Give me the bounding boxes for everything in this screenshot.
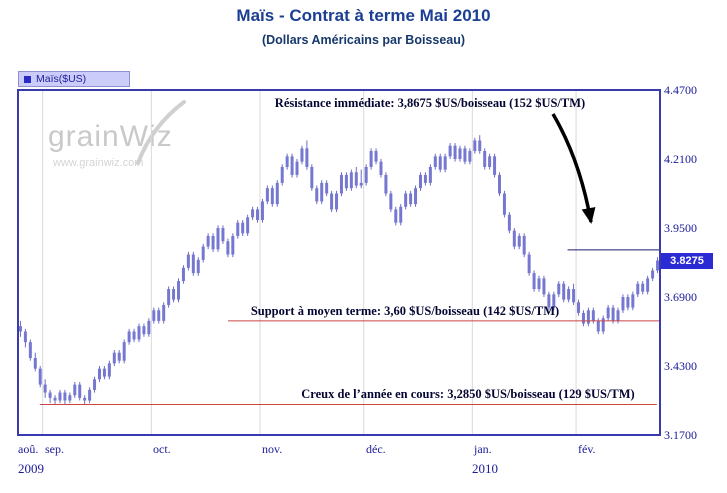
y-axis-tick: 3.4300 [664,359,697,373]
x-axis-year-label: 2009 [18,461,44,476]
watermark-url: www.grainwiz.com [53,157,144,169]
page-subtitle: (Dollars Américains par Boisseau) [261,33,466,47]
x-axis-month-label: déc. [366,442,386,456]
legend-swatch-icon [24,75,31,83]
y-axis-tick: 3.1700 [664,428,697,442]
legend-label: Maïs($US) [36,73,87,85]
plot-border [17,89,661,436]
month-gridlines [42,90,577,435]
legend-box: Maïs($US) [18,71,130,87]
year-low-annotation: Creux de l’année en cours: 3,2850 $US/bo… [301,387,635,401]
page-title: Maïs - Contrat à terme Mai 2010 [236,6,491,25]
annotation-level-lines [39,249,660,405]
x-axis-month-label: sep. [45,442,64,456]
x-axis-month-label: jan. [474,442,492,456]
resistance-arrow-icon [551,113,596,224]
y-axis-tick: 3.6900 [664,290,697,304]
candlesticks [18,135,660,405]
y-axis-tick: 4.2100 [664,152,697,166]
last-price-tag: 3.8275 [661,253,713,269]
x-axis-year-label: 2010 [472,461,498,476]
support-annotation: Support à moyen terme: 3,60 $US/boisseau… [250,304,560,318]
y-axis-tick: 3.9500 [664,221,697,235]
x-axis-month-label: aoû. [18,442,39,456]
x-axis-month-label: fév. [578,442,596,456]
watermark-swoosh-icon [136,100,186,165]
x-axis-month-label: nov. [262,442,283,456]
x-axis-month-label: oct. [153,442,171,456]
resistance-annotation: Résistance immédiate: 3,8675 $US/boissea… [274,96,586,110]
y-axis-tick: 4.4700 [664,83,697,97]
